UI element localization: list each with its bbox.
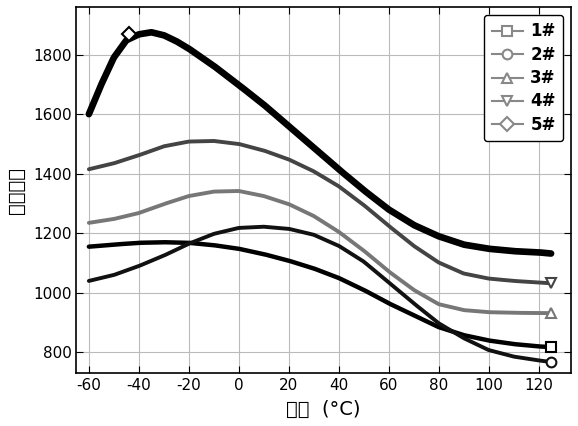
Y-axis label: 介电常数: 介电常数 (7, 167, 26, 213)
Legend: 1#, 2#, 3#, 4#, 5#: 1#, 2#, 3#, 4#, 5# (484, 14, 564, 141)
X-axis label: 温度  (°C): 温度 (°C) (287, 400, 361, 419)
